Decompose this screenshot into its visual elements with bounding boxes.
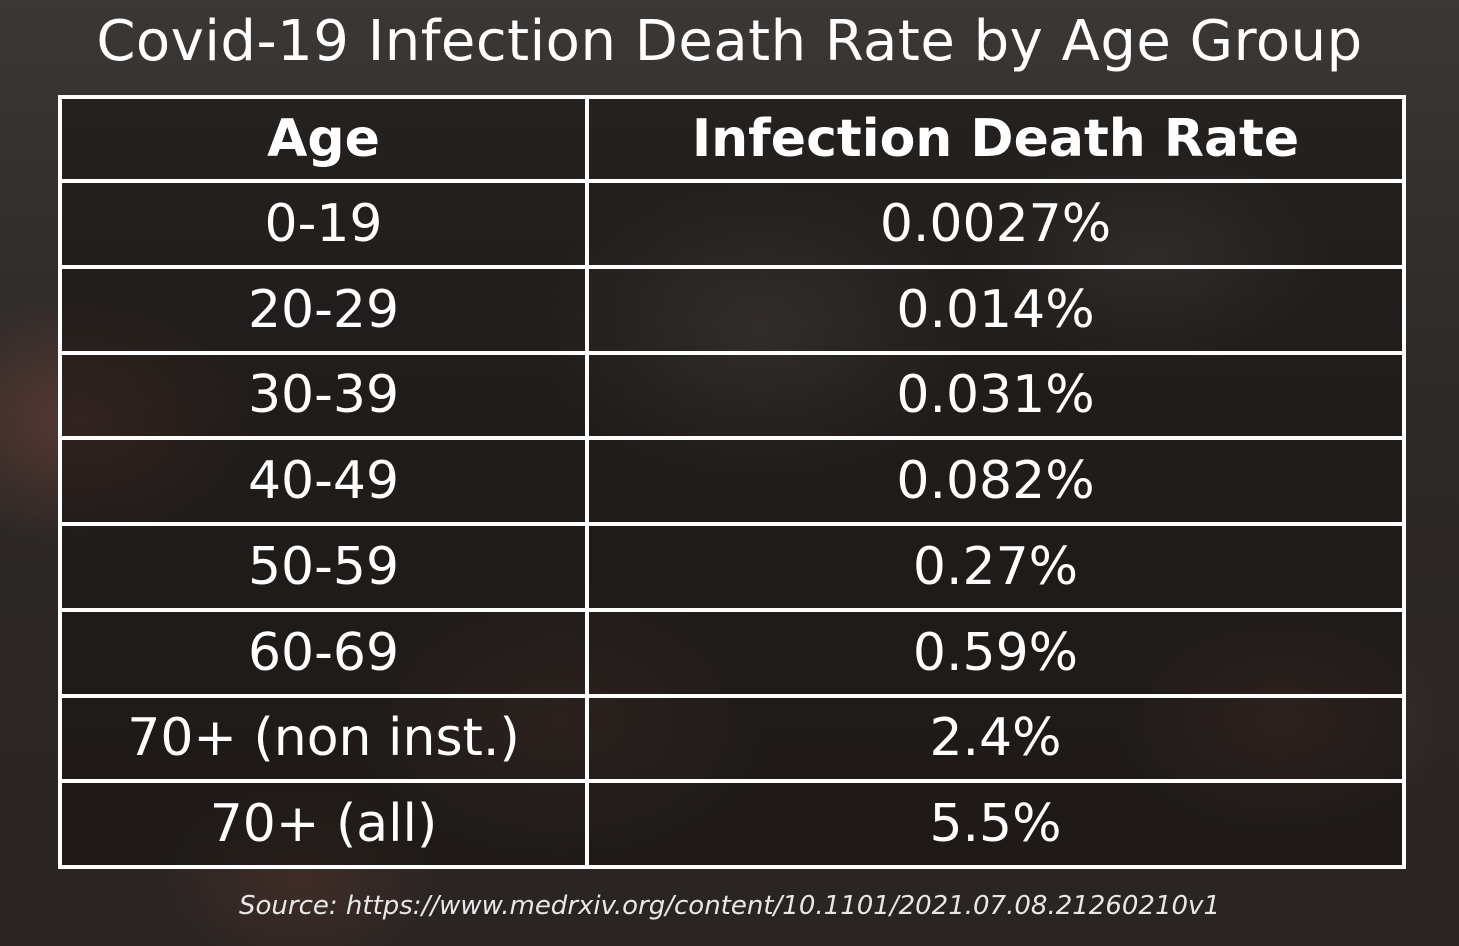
table-row: 20-29 0.014%	[58, 264, 1406, 355]
table-row: 40-49 0.082%	[58, 436, 1406, 526]
source-citation: Source: https://www.medrxiv.org/content/…	[239, 891, 1220, 921]
header-infection-death-rate: Infection Death Rate	[585, 95, 1406, 183]
table-row: 30-39 0.031%	[58, 350, 1406, 441]
table-row: 70+ (non inst.) 2.4%	[58, 693, 1406, 784]
header-row: Age Infection Death Rate	[58, 95, 1406, 183]
age-cell: 70+ (non inst.)	[58, 693, 589, 784]
age-cell: 60-69	[58, 607, 589, 698]
rate-cell: 2.4%	[585, 693, 1406, 784]
age-cell: 30-39	[58, 350, 589, 441]
table-row: 70+ (all) 5.5%	[58, 779, 1406, 869]
rate-cell: 0.27%	[585, 522, 1406, 612]
rate-cell: 0.031%	[585, 350, 1406, 441]
table-row: 60-69 0.59%	[58, 607, 1406, 698]
death-rate-table: Age Infection Death Rate 0-19 0.0027% 20…	[58, 95, 1406, 869]
age-cell: 20-29	[58, 264, 589, 355]
header-age: Age	[58, 95, 589, 183]
rate-cell: 0.014%	[585, 264, 1406, 355]
rate-cell: 0.082%	[585, 436, 1406, 526]
rate-cell: 0.59%	[585, 607, 1406, 698]
age-cell: 40-49	[58, 436, 589, 526]
table-row: 50-59 0.27%	[58, 522, 1406, 612]
rate-cell: 5.5%	[585, 779, 1406, 869]
age-cell: 50-59	[58, 522, 589, 612]
age-cell: 0-19	[58, 179, 589, 269]
age-cell: 70+ (all)	[58, 779, 589, 869]
chart-title: Covid-19 Infection Death Rate by Age Gro…	[96, 9, 1363, 74]
rate-cell: 0.0027%	[585, 179, 1406, 269]
table-row: 0-19 0.0027%	[58, 179, 1406, 269]
